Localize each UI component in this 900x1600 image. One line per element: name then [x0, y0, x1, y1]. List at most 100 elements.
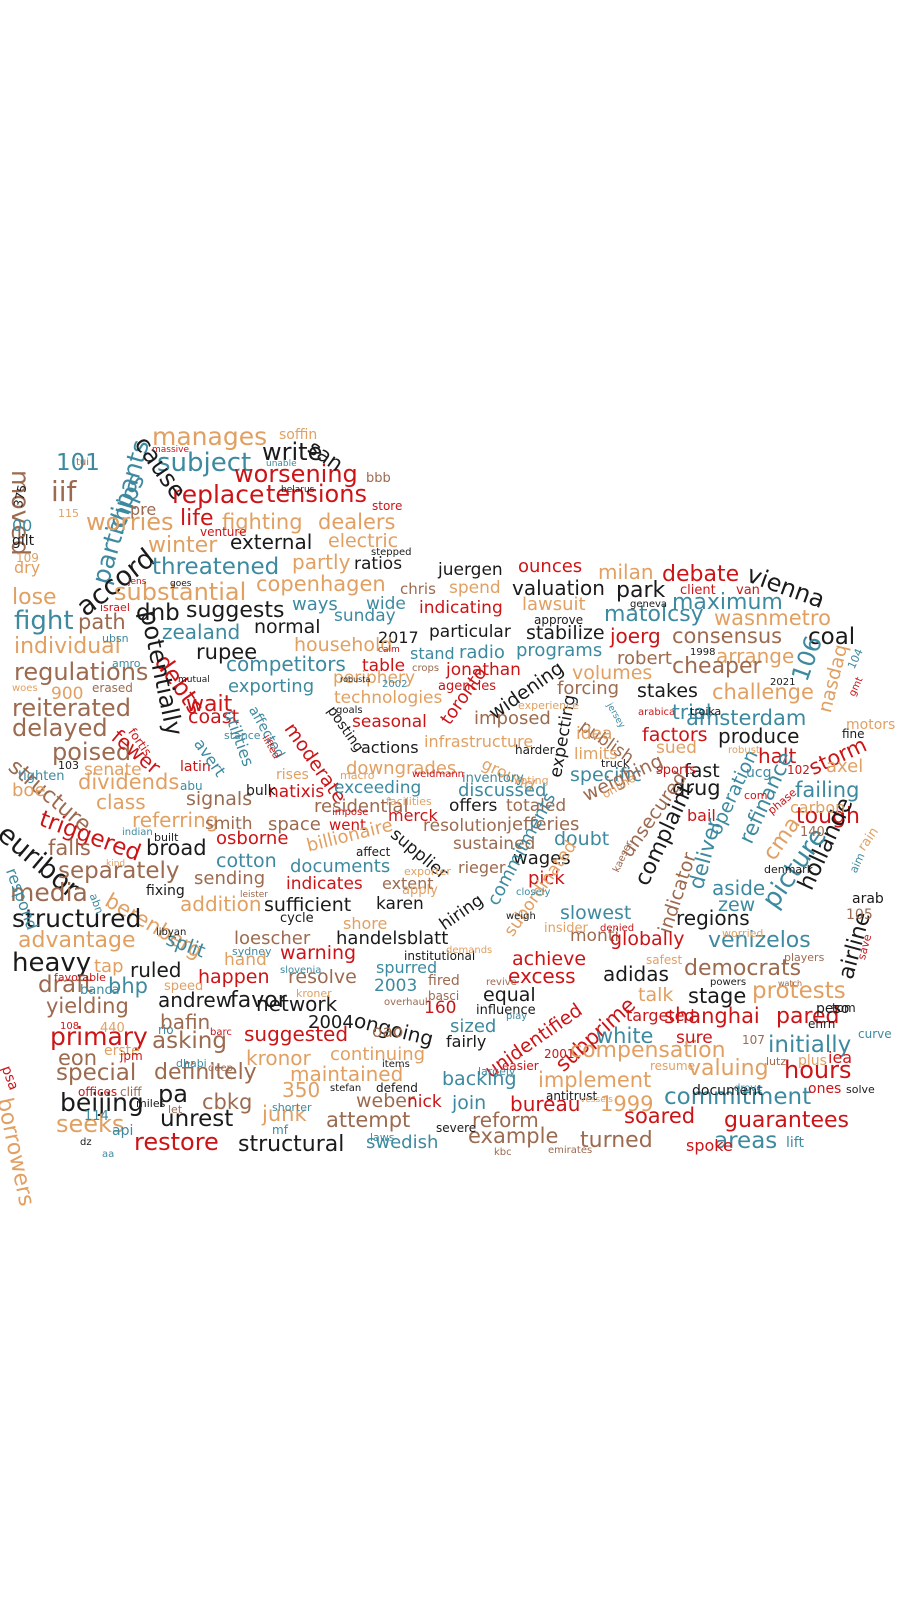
word-cbkg: cbkg: [202, 1090, 253, 1114]
word-lift: lift: [786, 1135, 804, 1151]
word-easier: easier: [502, 1059, 539, 1073]
word-special: special: [56, 1060, 137, 1086]
word-jefferies: jefferies: [507, 814, 580, 835]
word-sending: sending: [194, 868, 266, 889]
word-900: 900: [51, 684, 84, 704]
word-harder: harder: [515, 743, 555, 757]
word-technologies: technologies: [334, 688, 443, 708]
word-stage: stage: [688, 984, 747, 1008]
word-dz: dz: [80, 1137, 92, 1148]
word-jpm: jpm: [120, 1049, 143, 1063]
word-goes: goes: [170, 579, 192, 589]
word-favor: favor: [230, 988, 287, 1013]
word-fired: fired: [428, 973, 460, 989]
word-karen: karen: [376, 894, 424, 914]
word-class: class: [96, 790, 146, 814]
word-slowest: slowest: [560, 902, 632, 924]
word-sure: sure: [676, 1028, 713, 1048]
word-dry: dry: [14, 558, 41, 577]
word-andrew: andrew: [158, 988, 233, 1012]
word-jens: jens: [128, 577, 147, 587]
word-latin: latin: [180, 759, 211, 775]
word-worried: worried: [722, 927, 764, 940]
word-arabica: arabica: [638, 707, 676, 718]
word-102: 102: [787, 763, 810, 777]
word-life: life: [180, 506, 214, 531]
word-achieve: achieve: [512, 948, 587, 970]
word-matolcsy: matolcsy: [604, 602, 704, 627]
word-tui: tui: [76, 457, 90, 468]
word-cotton: cotton: [216, 850, 277, 872]
word-denied: denied: [600, 923, 635, 934]
word-lutz: lutz: [766, 1055, 787, 1068]
word-trial: trial: [672, 700, 712, 724]
word-plus: plus: [798, 1053, 827, 1069]
word-players: players: [784, 951, 825, 964]
word-rieger: rieger: [458, 858, 506, 877]
word-calm: calm: [378, 645, 400, 655]
word-structural: structural: [238, 1132, 345, 1157]
word-pa: pa: [158, 1080, 188, 1108]
word-2017: 2017: [378, 628, 419, 647]
word-israel: israel: [100, 601, 130, 614]
word-unrest: unrest: [160, 1106, 234, 1132]
word-challenge: challenge: [712, 680, 814, 704]
word-osborne: osborne: [216, 828, 289, 849]
word-indicates: indicates: [286, 874, 363, 894]
word-sized: sized: [450, 1016, 497, 1037]
word-play: play: [506, 1011, 528, 1022]
word-influence: influence: [476, 1003, 536, 1018]
word-carbon: carbon: [790, 798, 846, 817]
word-actions: actions: [361, 738, 419, 757]
word-worsening: worsening: [234, 460, 358, 488]
word-document: document: [692, 1083, 763, 1099]
word-valuing: valuing: [688, 1056, 769, 1081]
word-zew: zew: [718, 894, 756, 916]
word-bureau: bureau: [510, 1092, 581, 1116]
word-handelsblatt: handelsblatt: [336, 928, 449, 949]
word-demands: demands: [446, 945, 493, 956]
word-monti: monti: [570, 926, 620, 946]
word-smith: smith: [205, 814, 253, 834]
word-wasnmetro: wasnmetro: [714, 606, 831, 630]
word-psa: psa: [0, 1063, 22, 1093]
word-merck: merck: [388, 806, 438, 825]
word-areas: areas: [714, 1128, 778, 1154]
word-household: household: [294, 634, 393, 656]
word-cheaper: cheaper: [672, 654, 762, 679]
word-attempt: attempt: [326, 1108, 411, 1132]
word-excess: excess: [508, 964, 576, 988]
word-weber: weber: [356, 1090, 415, 1112]
word-agencies: agencies: [438, 679, 496, 694]
word-lose: lose: [12, 585, 57, 610]
word-fast: fast: [684, 760, 720, 782]
word-aside: aside: [712, 876, 766, 900]
word-bail: bail: [687, 806, 716, 825]
word-ones: ones: [808, 1081, 842, 1097]
word-bhp: bhp: [108, 974, 148, 998]
word-crops: crops: [412, 663, 440, 674]
word-revive: revive: [486, 977, 517, 988]
word-warning: warning: [280, 942, 357, 964]
word-fight: fight: [14, 606, 74, 636]
word-institutional: institutional: [404, 949, 476, 963]
word-ounces: ounces: [518, 556, 583, 577]
word-banca: banca: [80, 983, 120, 998]
word-libyan: libyan: [156, 927, 187, 938]
word-abu: abu: [180, 779, 203, 793]
word-commitment: commitment: [664, 1084, 812, 1110]
word-2001: 2001: [544, 1047, 575, 1061]
word-weidmann: weidmann: [412, 769, 465, 780]
word-offers: offers: [449, 796, 498, 816]
word-experience: experience: [518, 699, 579, 712]
word-1999: 1999: [600, 1092, 654, 1116]
word-speed: speed: [164, 979, 204, 994]
word-media: media: [10, 878, 88, 907]
word-halt: halt: [758, 744, 797, 768]
word-105: 105: [846, 907, 873, 923]
word-happen: happen: [198, 966, 270, 988]
word-client: client: [680, 583, 716, 598]
word-hours: hours: [784, 1056, 852, 1084]
word-stepped: stepped: [371, 547, 412, 558]
